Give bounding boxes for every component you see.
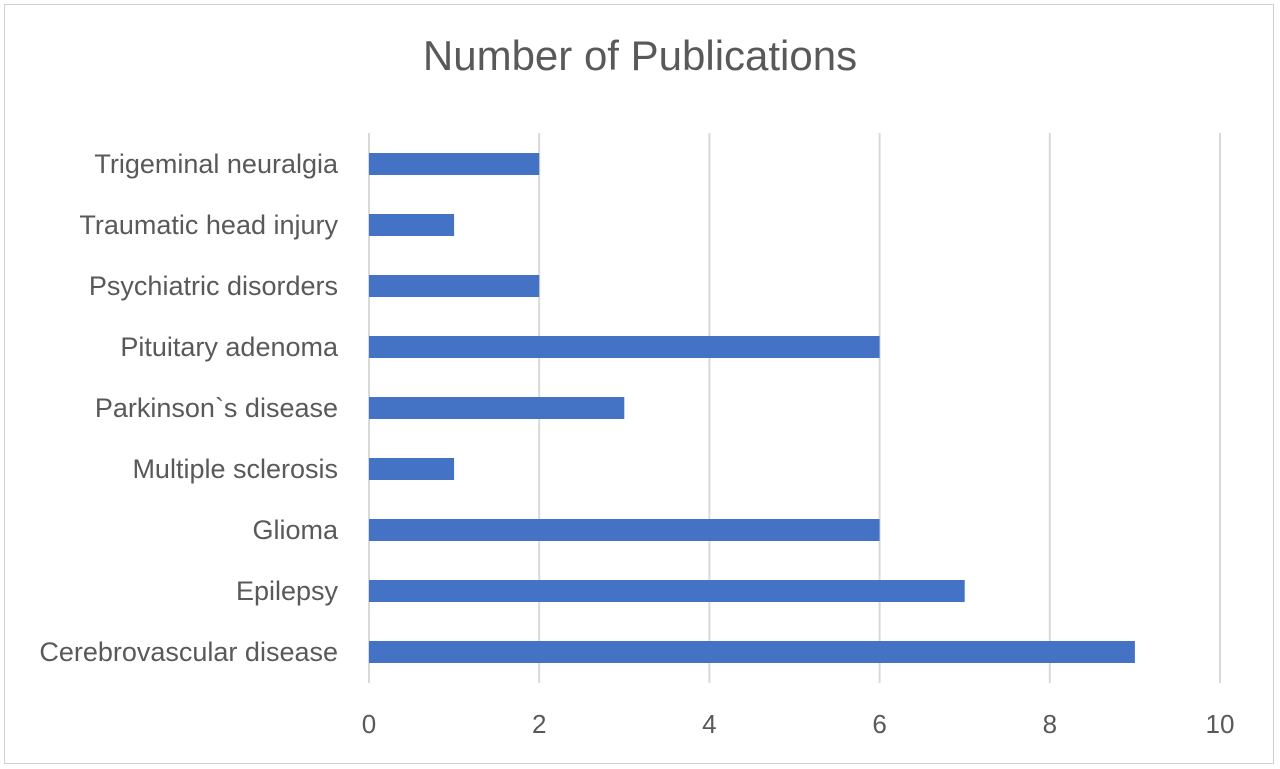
chart-title: Number of Publications bbox=[422, 32, 858, 79]
x-tick-label: 8 bbox=[1043, 709, 1057, 739]
bar bbox=[369, 580, 965, 602]
category-label: Multiple sclerosis bbox=[132, 454, 338, 484]
bar bbox=[369, 641, 1135, 663]
category-label: Glioma bbox=[252, 515, 339, 545]
category-label: Parkinson`s disease bbox=[95, 393, 338, 423]
x-tick-label: 0 bbox=[362, 709, 376, 739]
x-tick-label: 4 bbox=[702, 709, 716, 739]
bar bbox=[369, 336, 880, 358]
x-tick-label: 6 bbox=[872, 709, 886, 739]
bar bbox=[369, 214, 455, 236]
category-label: Trigeminal neuralgia bbox=[94, 149, 339, 179]
x-tick-label: 10 bbox=[1206, 709, 1235, 739]
x-tick-labels: 0 2 4 6 8 10 bbox=[362, 709, 1235, 739]
bar bbox=[369, 519, 880, 541]
bar bbox=[369, 458, 455, 480]
x-tick-label: 2 bbox=[532, 709, 546, 739]
category-label: Pituitary adenoma bbox=[120, 332, 339, 362]
bar bbox=[369, 153, 540, 175]
bar bbox=[369, 275, 540, 297]
category-labels: Trigeminal neuralgia Traumatic head injur… bbox=[39, 149, 339, 667]
category-label: Cerebrovascular disease bbox=[39, 637, 338, 667]
bar bbox=[369, 397, 625, 419]
category-label: Epilepsy bbox=[236, 576, 339, 606]
bars bbox=[369, 153, 1135, 663]
category-label: Traumatic head injury bbox=[79, 210, 338, 240]
category-label: Psychiatric disorders bbox=[89, 271, 338, 301]
chart-frame bbox=[4, 4, 1274, 764]
